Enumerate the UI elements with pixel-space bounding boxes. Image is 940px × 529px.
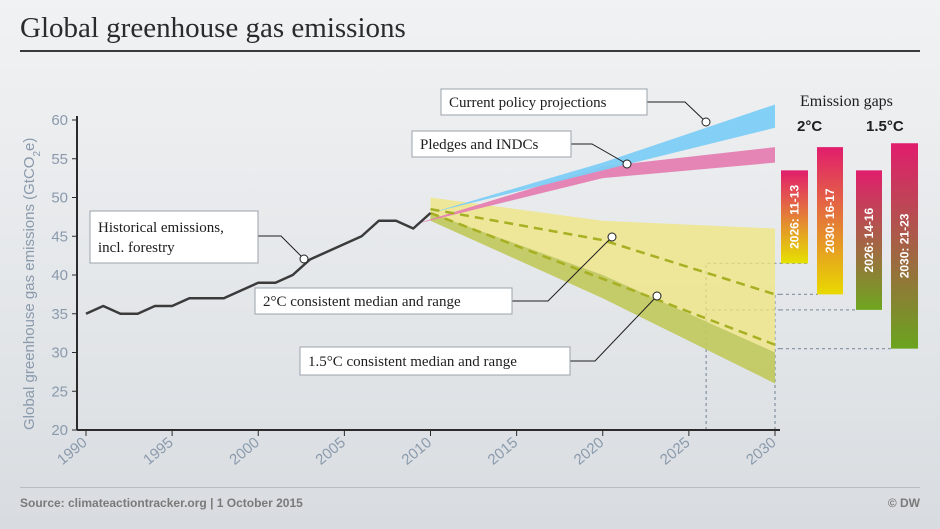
x-tick-label: 2010 bbox=[399, 434, 435, 468]
emission-gap-bar-label: 2026: 14-16 bbox=[862, 207, 876, 272]
historical-line bbox=[85, 212, 432, 315]
annotation-historical-text-line1: Historical emissions, bbox=[98, 220, 224, 236]
emission-gap-bar-label: 2030: 16-17 bbox=[823, 188, 837, 253]
y-tick-label: 45 bbox=[51, 228, 68, 245]
y-tick-label: 60 bbox=[51, 112, 68, 129]
x-tick-label: 2015 bbox=[485, 434, 521, 468]
annotation-current-policy-text: Current policy projections bbox=[449, 95, 607, 111]
annotation-two-deg-leader bbox=[511, 236, 613, 302]
emission-gaps-title: Emission gaps bbox=[800, 93, 893, 110]
emission-gap-bar bbox=[856, 170, 882, 310]
median-lines bbox=[430, 207, 776, 346]
annotation-pledges-leader bbox=[570, 143, 628, 165]
annotation-historical-text-line2: incl. forestry bbox=[98, 240, 175, 256]
annotation-two-deg-anchor bbox=[607, 232, 617, 242]
x-tick-label: 2030 bbox=[743, 434, 779, 468]
y-tick-label: 50 bbox=[51, 190, 68, 207]
band-pledges bbox=[413, 147, 775, 225]
axes bbox=[76, 116, 780, 431]
annotation-historical-box bbox=[89, 210, 259, 264]
annotation-pledges-text: Pledges and INDCs bbox=[420, 137, 538, 153]
y-tick-label: 35 bbox=[51, 306, 68, 323]
emission-gap-bar-label: 2030: 21-23 bbox=[898, 213, 912, 278]
x-tick-label: 1990 bbox=[54, 434, 90, 468]
scenario-bands bbox=[413, 104, 775, 384]
annotation-current-policy-leader bbox=[646, 101, 707, 123]
annotation-one-five-deg-leader bbox=[569, 295, 658, 362]
annotation-pledges: Pledges and INDCs bbox=[411, 130, 632, 169]
y-tick-label: 55 bbox=[51, 151, 68, 168]
median-1-5deg bbox=[430, 211, 776, 346]
emission-gap-bars: 2026: 11-13 2030: 16-17 2026: 14-16 2030: 2… bbox=[781, 143, 918, 349]
emission-gap-group-2deg-label: 2°C bbox=[797, 118, 822, 135]
guide-2030-2deg bbox=[774, 293, 780, 430]
x-tick-label: 2005 bbox=[312, 434, 348, 468]
annotation-current-policy-box bbox=[440, 88, 648, 116]
annotation-two-deg-text: 2°C consistent median and range bbox=[263, 294, 461, 310]
footer-credit: © DW bbox=[887, 496, 920, 510]
emission-gaps: Emission gaps 2°C 1.5°C 2026: 11-13 2030:… bbox=[781, 93, 918, 349]
y-tick-label: 30 bbox=[51, 345, 68, 362]
y-axis-label: Global greenhouse gas emissions (GtCO2e) bbox=[21, 138, 43, 430]
y-ticks: 20 25 30 35 40 45 50 55 60 bbox=[51, 112, 77, 439]
emission-gap-bar bbox=[781, 170, 808, 264]
annotation-pledges-anchor bbox=[622, 159, 632, 169]
annotation-one-five-deg: 1.5°C consistent median and range bbox=[299, 291, 662, 376]
annotation-historical-anchor bbox=[299, 254, 309, 264]
annotation-historical: Historical emissions, incl. forestry bbox=[89, 210, 309, 264]
annotation-two-deg: 2°C consistent median and range bbox=[254, 232, 617, 315]
x-tick-label: 2025 bbox=[657, 434, 693, 468]
annotation-one-five-deg-text: 1.5°C consistent median and range bbox=[308, 354, 517, 370]
footer-source: Source: climateactiontracker.org | 1 Oct… bbox=[20, 496, 303, 510]
annotation-two-deg-box bbox=[254, 287, 513, 315]
guide-2030-1-5deg bbox=[774, 348, 780, 430]
annotation-current-policy: Current policy projections bbox=[440, 88, 711, 127]
y-tick-label: 20 bbox=[51, 422, 68, 439]
annotation-one-five-deg-anchor bbox=[652, 291, 662, 301]
emission-gap-group-1-5deg-label: 1.5°C bbox=[866, 118, 904, 135]
annotations: Current policy projections Pledges and I… bbox=[89, 88, 711, 376]
emission-gap-bar-label: 2026: 11-13 bbox=[788, 185, 802, 249]
historical-emissions-line bbox=[85, 212, 432, 315]
annotation-one-five-deg-box bbox=[299, 346, 571, 376]
annotation-historical-leader bbox=[257, 235, 305, 260]
x-tick-label: 2000 bbox=[226, 434, 262, 468]
band-1-5deg bbox=[430, 213, 775, 384]
x-tick-label: 2020 bbox=[571, 434, 607, 468]
x-tick-label: 1995 bbox=[140, 434, 176, 468]
x-ticks: 1990 1995 2000 2005 2010 2015 2020 2025 2030 bbox=[54, 430, 780, 469]
chart-title: Global greenhouse gas emissions bbox=[20, 12, 406, 44]
emission-gap-bar bbox=[891, 143, 918, 349]
annotation-current-policy-anchor bbox=[701, 117, 711, 127]
y-tick-label: 40 bbox=[51, 267, 68, 284]
y-tick-label: 25 bbox=[51, 383, 68, 400]
emission-gap-bar bbox=[817, 147, 843, 295]
title-divider bbox=[20, 50, 920, 52]
footer-divider bbox=[20, 487, 920, 488]
annotation-pledges-box bbox=[411, 130, 572, 158]
